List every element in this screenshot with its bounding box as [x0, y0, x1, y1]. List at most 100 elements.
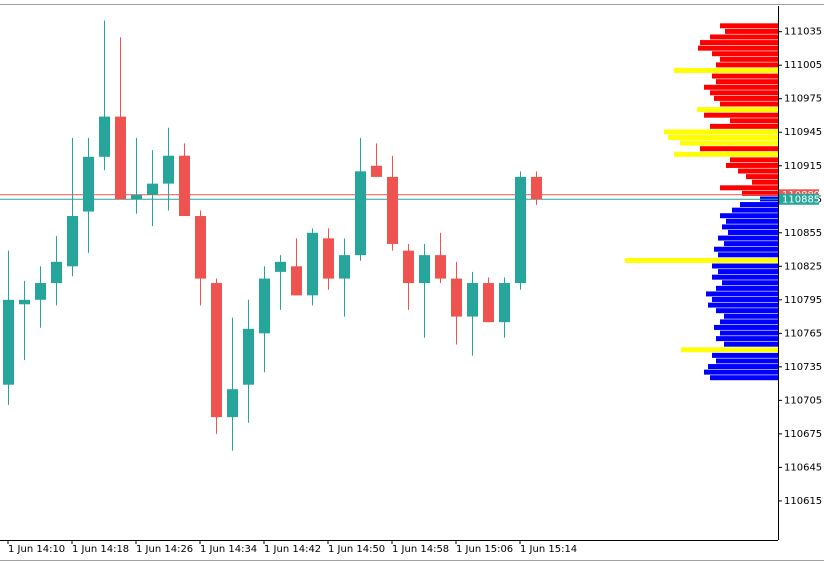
y-tick-label: 110675 — [784, 429, 822, 440]
x-tick-label: 1 Jun 14:50 — [328, 544, 385, 555]
y-tick-label: 110825 — [784, 261, 822, 272]
profile-bar — [700, 40, 778, 46]
candle-body — [67, 216, 78, 267]
profile-bar — [664, 129, 778, 135]
profile-bar — [724, 241, 778, 247]
candle-body — [211, 283, 222, 418]
profile-bar — [674, 151, 778, 157]
profile-bar — [718, 252, 778, 258]
profile-bar — [716, 62, 778, 68]
x-tick-label: 1 Jun 14:18 — [72, 544, 129, 555]
candle-body — [531, 176, 542, 200]
y-tick-label: 110645 — [784, 462, 822, 473]
profile-bar — [716, 336, 778, 342]
candle-body — [435, 255, 446, 279]
y-tick-label: 110945 — [784, 127, 822, 138]
profile-bar — [738, 168, 778, 174]
candle-body — [51, 261, 62, 284]
profile-bar — [716, 358, 778, 364]
profile-bar — [668, 135, 778, 141]
profile-bar — [720, 56, 778, 62]
candle-body — [307, 232, 318, 296]
x-tick-label: 1 Jun 14:26 — [136, 544, 193, 555]
candle-body — [371, 165, 382, 177]
profile-bar — [708, 302, 778, 308]
candle-body — [147, 183, 158, 195]
profile-bar — [712, 263, 778, 269]
y-tick-label: 110615 — [784, 496, 822, 507]
profile-bar — [724, 313, 778, 319]
candle-body — [19, 299, 30, 305]
profile-bar — [704, 369, 778, 375]
profile-bar — [712, 352, 778, 358]
candle-body — [483, 283, 494, 323]
candle-body — [419, 255, 430, 284]
profile-bar — [722, 224, 778, 230]
candle-body — [259, 278, 270, 334]
candle-body — [499, 283, 510, 323]
x-tick-label: 1 Jun 14:34 — [200, 544, 257, 555]
candle-body — [83, 156, 94, 212]
candle-body — [131, 194, 142, 200]
candle-body — [515, 176, 526, 284]
profile-bar — [720, 185, 778, 191]
profile-bar — [742, 190, 778, 196]
profile-bar — [712, 73, 778, 79]
profile-bar — [712, 51, 778, 57]
price-label-box — [779, 193, 819, 205]
profile-bar — [716, 285, 778, 291]
profile-bar — [722, 280, 778, 286]
profile-bar — [720, 23, 778, 29]
x-tick-label: 1 Jun 14:10 — [8, 544, 65, 555]
profile-bar — [710, 375, 778, 381]
profile-bar — [714, 324, 778, 330]
candle-body — [275, 261, 286, 272]
candle-body — [355, 171, 366, 256]
profile-bar — [710, 123, 778, 129]
candle-body — [323, 238, 334, 279]
candle-body — [99, 116, 110, 157]
profile-bar — [726, 218, 778, 224]
candle-body — [227, 389, 238, 418]
candle-body — [179, 155, 190, 217]
profile-bar — [710, 90, 778, 96]
candle-body — [243, 328, 254, 385]
profile-bar — [706, 291, 778, 297]
y-tick-label: 111005 — [784, 60, 822, 71]
profile-bar — [625, 257, 778, 263]
profile-bar — [740, 202, 778, 208]
y-tick-label: 110855 — [784, 228, 822, 239]
y-tick-label: 110735 — [784, 362, 822, 373]
profile-bar — [712, 297, 778, 303]
profile-bar — [680, 140, 778, 146]
y-tick-label: 111035 — [784, 27, 822, 38]
profile-bar — [714, 95, 778, 101]
profile-bar — [720, 101, 778, 107]
profile-bar — [730, 118, 778, 124]
x-tick-label: 1 Jun 14:58 — [392, 544, 449, 555]
profile-bar — [746, 174, 778, 180]
profile-bar — [752, 179, 778, 185]
profile-bar — [718, 235, 778, 241]
profile-bar — [718, 269, 778, 275]
candle-body — [291, 266, 302, 296]
profile-bar — [720, 330, 778, 336]
profile-bar — [720, 213, 778, 219]
profile-bar — [720, 319, 778, 325]
y-tick-label: 110705 — [784, 395, 822, 406]
profile-bar — [728, 229, 778, 235]
profile-bar — [674, 68, 778, 73]
profile-bar — [732, 207, 778, 213]
candle-body — [35, 283, 46, 300]
y-tick-label: 110975 — [784, 94, 822, 105]
candle-body — [3, 299, 14, 385]
profile-bar — [697, 107, 778, 113]
x-tick-label: 1 Jun 15:06 — [456, 544, 513, 555]
candle-body — [467, 283, 478, 317]
candle-body — [339, 255, 350, 279]
y-tick-label: 110795 — [784, 295, 822, 306]
candle-body — [115, 116, 126, 200]
profile-bar — [700, 146, 778, 152]
profile-bar — [708, 364, 778, 370]
